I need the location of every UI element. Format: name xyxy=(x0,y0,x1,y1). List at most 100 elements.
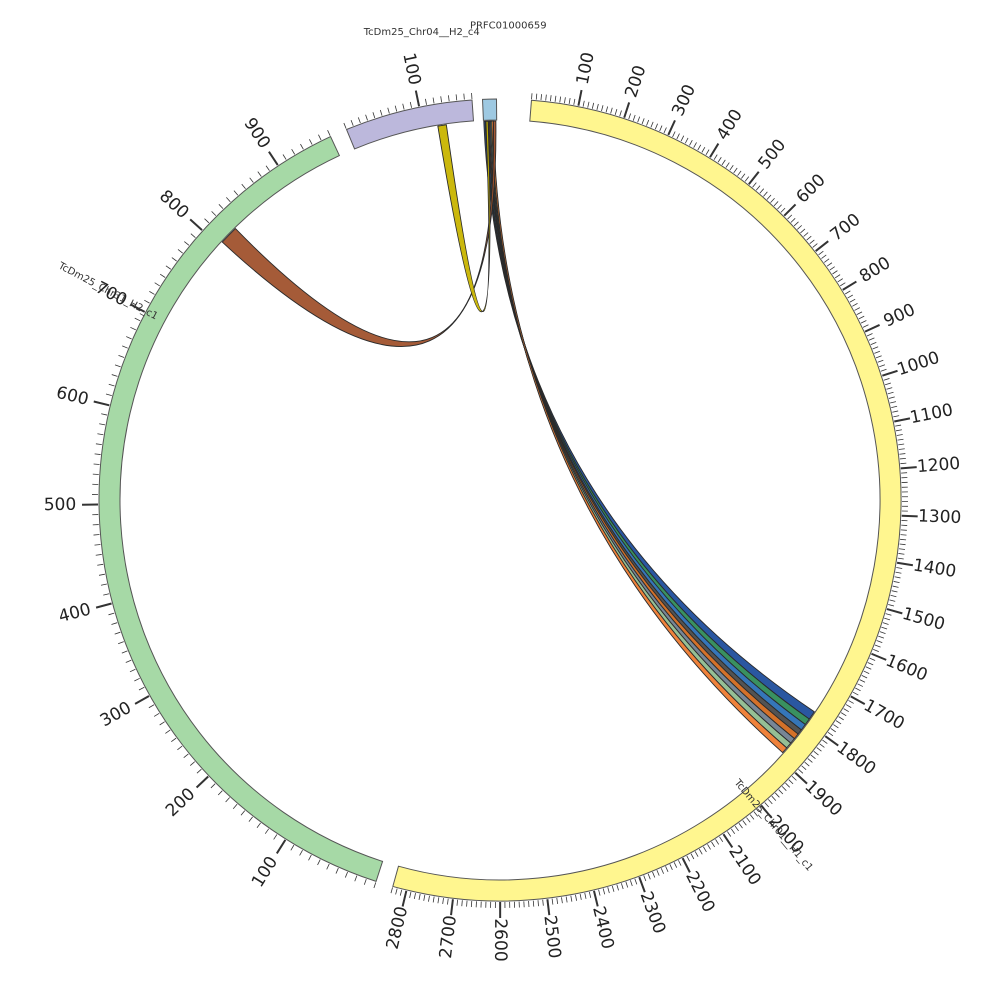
minor-tick xyxy=(256,822,261,828)
tick-label: 800 xyxy=(856,253,894,287)
minor-tick xyxy=(719,836,724,843)
major-tick xyxy=(577,89,583,106)
minor-tick xyxy=(698,848,703,855)
segment-chr04 xyxy=(345,99,475,150)
minor-tick xyxy=(807,758,813,763)
minor-tick xyxy=(634,878,638,885)
minor-tick xyxy=(838,716,844,721)
major-tick xyxy=(842,280,857,291)
minor-tick xyxy=(564,97,566,104)
minor-tick xyxy=(399,889,403,896)
tick-label: 400 xyxy=(713,106,747,144)
minor-tick xyxy=(690,853,695,860)
minor-tick xyxy=(880,368,887,372)
minor-tick xyxy=(409,101,412,108)
minor-tick xyxy=(826,262,833,267)
minor-tick xyxy=(891,590,898,593)
minor-tick xyxy=(764,802,770,808)
minor-tick xyxy=(204,218,210,224)
minor-tick xyxy=(885,382,891,386)
minor-tick xyxy=(899,453,906,455)
minor-tick xyxy=(134,677,140,682)
minor-tick xyxy=(684,137,689,144)
minor-tick xyxy=(171,257,177,262)
tick-label: 300 xyxy=(668,81,700,119)
minor-tick xyxy=(114,631,121,635)
minor-tick xyxy=(165,729,171,734)
minor-tick xyxy=(900,538,907,541)
major-tick xyxy=(794,772,808,785)
minor-tick xyxy=(900,462,907,465)
minor-tick xyxy=(821,254,827,259)
minor-tick xyxy=(872,346,879,350)
minor-tick xyxy=(843,708,849,713)
minor-tick xyxy=(108,383,115,387)
minor-tick xyxy=(860,320,867,324)
minor-tick xyxy=(257,171,262,177)
minor-tick xyxy=(134,317,141,322)
link-ribbon xyxy=(491,120,788,754)
minor-tick xyxy=(125,659,132,663)
minor-tick xyxy=(877,359,884,363)
minor-tick xyxy=(875,355,882,359)
tick-label: 600 xyxy=(54,383,90,410)
minor-tick xyxy=(610,107,613,114)
major-tick xyxy=(824,735,839,747)
major-tick xyxy=(623,102,631,118)
minor-tick xyxy=(697,144,702,151)
minor-tick xyxy=(755,185,761,191)
major-tick xyxy=(900,466,917,470)
minor-tick xyxy=(111,374,118,377)
minor-tick xyxy=(863,670,870,674)
minor-tick xyxy=(291,149,296,155)
minor-tick xyxy=(248,816,253,822)
minor-tick xyxy=(165,265,172,270)
minor-tick xyxy=(689,139,693,146)
minor-tick xyxy=(803,232,809,237)
minor-tick xyxy=(854,307,860,311)
minor-tick xyxy=(746,817,751,823)
minor-tick xyxy=(810,754,816,760)
tick-label: 100 xyxy=(398,51,424,87)
minor-tick xyxy=(844,290,851,295)
minor-tick xyxy=(602,888,606,895)
minor-tick xyxy=(725,162,730,168)
minor-tick xyxy=(282,154,287,160)
minor-tick xyxy=(461,900,463,907)
minor-tick xyxy=(892,585,899,588)
minor-tick xyxy=(809,239,815,245)
minor-tick xyxy=(705,149,710,155)
minor-tick xyxy=(379,109,383,116)
minor-tick xyxy=(774,792,780,798)
minor-tick xyxy=(159,721,165,726)
tick-label: 2600 xyxy=(490,918,510,961)
minor-tick xyxy=(605,106,609,113)
minor-tick xyxy=(643,875,647,882)
minor-tick xyxy=(196,768,202,774)
major-tick xyxy=(681,857,691,873)
minor-tick xyxy=(840,282,846,287)
minor-tick xyxy=(778,789,784,795)
minor-tick xyxy=(418,893,421,900)
minor-tick xyxy=(97,433,104,436)
labels-layer: 100 200 3004005006007008009001000110012001… xyxy=(44,21,962,962)
minor-tick xyxy=(537,900,539,907)
minor-tick xyxy=(717,157,722,163)
minor-tick xyxy=(588,891,592,898)
tick-label: 700 xyxy=(827,210,865,246)
minor-tick xyxy=(210,783,216,789)
minor-tick xyxy=(898,443,905,446)
minor-tick xyxy=(884,617,891,621)
minor-tick xyxy=(584,892,587,899)
major-tick xyxy=(195,775,209,789)
major-tick xyxy=(401,890,408,907)
major-tick xyxy=(901,514,918,518)
minor-tick xyxy=(579,893,582,900)
minor-tick xyxy=(753,811,759,817)
minor-tick xyxy=(752,182,757,188)
minor-tick xyxy=(601,105,604,112)
minor-tick xyxy=(225,797,230,803)
minor-tick xyxy=(587,101,590,108)
minor-tick xyxy=(770,197,775,203)
minor-tick xyxy=(395,888,398,895)
